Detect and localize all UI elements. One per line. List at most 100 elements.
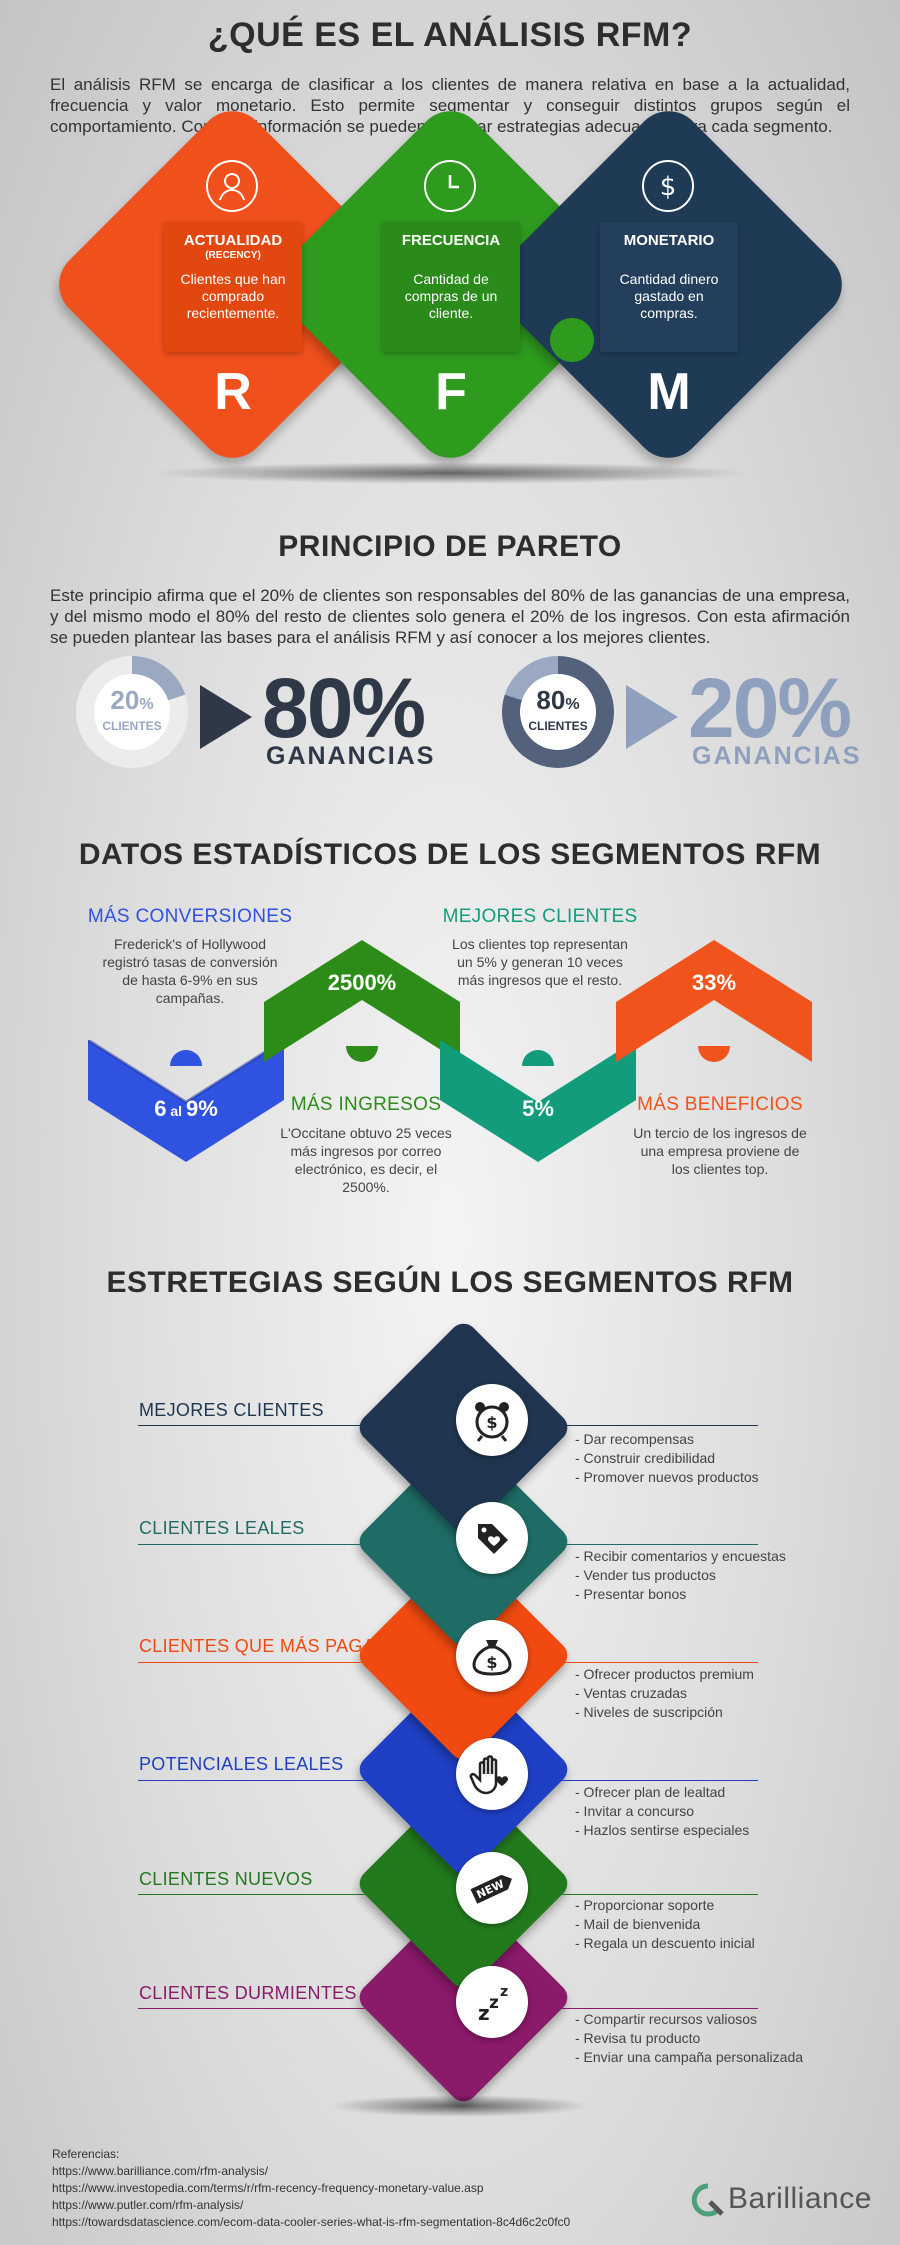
conversions-knob [170,1050,202,1066]
bullet: - Ofrecer productos premium [575,1666,754,1682]
frequency-box: FRECUENCIA Cantidad de compras de un cli… [382,222,520,352]
svg-text:$: $ [486,1653,497,1672]
bullet: - Hazlos sentirse especiales [575,1822,750,1838]
profits-knob [698,1046,730,1062]
bullet: - Ventas cruzadas [575,1685,688,1701]
hand-heart-icon [456,1738,528,1810]
monetary-box: MONETARIO Cantidad dinero gastado en com… [600,222,738,352]
svg-text:z: z [489,1993,499,2013]
recency-title: ACTUALIDAD [183,232,283,249]
strategy-list-new: - Proporcionar soporte - Mail de bienven… [575,1896,755,1953]
brand-name: Barilliance [728,2182,872,2215]
strategy-list-dormant: - Compartir recursos valiosos - Revisa t… [575,2010,803,2067]
revenue-value: 2500% [327,970,397,995]
reference-link[interactable]: https://towardsdatascience.com/ecom-data… [52,2215,571,2229]
bullet: - Enviar una campaña personalizada [575,2049,804,2065]
svg-text:z: z [478,2001,490,2025]
bullet: - Vender tus productos [575,1567,716,1583]
best-clients-value: 5% [522,1096,554,1121]
frequency-title: FRECUENCIA [401,232,501,249]
conversions-value-mid: al [166,1103,186,1119]
stats-title: DATOS ESTADÍSTICOS DE LOS SEGMENTOS RFM [78,838,822,871]
revenue-chevron [264,940,460,1062]
strategy-list-loyal: - Recibir comentarios y encuestas - Vend… [575,1547,786,1604]
ring-label: CLIENTES [528,719,588,733]
bullet: - Proporcionar soporte [575,1897,715,1913]
heart-tag-icon [456,1502,528,1574]
money-bag-icon: $ [456,1620,528,1692]
stat-text-profits: Un tercio de los ingresos de una empresa… [633,1125,807,1177]
stat-title-profits: MÁS BENEFICIOS [637,1094,803,1115]
stat-title-best-clients: MEJORES CLIENTES [442,906,638,927]
ring-percent: % [139,696,154,713]
best-clients-knob [522,1050,554,1066]
frequency-knob-right [550,318,594,362]
letter-f: F [435,363,467,421]
conversions-value-b: 9% [185,1096,218,1121]
potential-line [138,1780,758,1781]
ganancias-label-left: GANANCIAS [266,742,436,770]
stat-title-revenue: MÁS INGRESOS [290,1094,442,1115]
best-clients-chevron [440,1040,636,1162]
big-20-percent: 20% [688,661,852,755]
dormant-line [138,2008,758,2009]
monetary-desc: Cantidad dinero gastado en compras. [619,271,719,321]
best-line [138,1425,758,1426]
clock-icon [424,160,476,212]
letter-m: M [647,363,691,421]
ganancias-label-right: GANANCIAS [692,742,862,770]
ring-number: 20 [110,685,140,715]
monetary-title: MONETARIO [623,232,715,249]
stat-title-conversions: MÁS CONVERSIONES [87,906,293,927]
new-tag-icon: NEW [456,1852,528,1924]
references: Referencias: https://www.barilliance.com… [52,2146,672,2231]
letter-r: R [214,363,252,421]
frequency-knob [302,258,346,302]
top-paying-line [138,1662,758,1663]
recency-subtitle: (RECENCY) [205,250,261,261]
clients-ring-20: 20% CLIENTES [76,656,188,768]
reference-link[interactable]: https://www.investopedia.com/terms/r/rfm… [52,2181,484,2195]
bullet: - Mail de bienvenida [575,1916,701,1932]
reference-link[interactable]: https://www.putler.com/rfm-analysis/ [52,2198,244,2212]
person-icon [206,160,258,212]
strategy-label-new: CLIENTES NUEVOS [139,1869,313,1889]
bullet: - Niveles de suscripción [575,1704,723,1720]
strategy-label-top-paying: CLIENTES QUE MÁS PAGAN [139,1636,389,1656]
bullet: - Construir credibilidad [575,1450,716,1466]
bullet: - Ofrecer plan de lealtad [575,1784,726,1800]
loyal-line [138,1544,758,1545]
conversions-value-a: 6 [154,1096,167,1121]
svg-text:$: $ [486,1413,497,1432]
reference-link[interactable]: https://www.barilliance.com/rfm-analysis… [52,2164,269,2178]
conversions-value: 6 al 9% [110,1096,262,1122]
bullet: - Revisa tu producto [575,2030,701,2046]
revenue-knob [346,1046,378,1062]
svg-text:z: z [500,1984,508,2000]
svg-text:$: $ [660,172,677,202]
ring-percent: % [565,696,580,713]
recency-desc: Clientes que han comprado recientemente. [180,271,286,321]
new-line [138,1894,758,1895]
alarm-clock-money-icon: $ [456,1384,528,1456]
strategy-label-potential: POTENCIALES LEALES [139,1754,344,1774]
bullet: - Invitar a concurso [575,1803,695,1819]
rfm-title: ¿QUÉ ES EL ANÁLISIS RFM? [207,16,693,54]
bullet: - Compartir recursos valiosos [575,2011,758,2027]
strategy-label-best: MEJORES CLIENTES [139,1400,324,1420]
ring-label: CLIENTES [102,719,162,733]
clients-ring-80: 80% CLIENTES [502,656,614,768]
barilliance-logo-icon [691,2183,724,2217]
references-title: Referencias: [52,2147,120,2161]
big-80-percent: 80% [262,661,426,755]
strategy-list-potential: - Ofrecer plan de lealtad - Invitar a co… [575,1783,749,1840]
pareto-title: PRINCIPIO DE PARETO [278,530,622,563]
arrow-right-icon [626,685,678,749]
profits-value: 33% [691,970,737,995]
bullet: - Recibir comentarios y encuestas [575,1548,786,1564]
strategy-list-top-paying: - Ofrecer productos premium - Ventas cru… [575,1665,754,1722]
barilliance-logo: Barilliance [690,2180,880,2220]
stat-text-best-clients: Los clientes top representan un 5% y gen… [452,936,628,988]
rfm-shadow [150,462,750,484]
pareto-text: Este principio afirma que el 20% de clie… [50,586,850,647]
